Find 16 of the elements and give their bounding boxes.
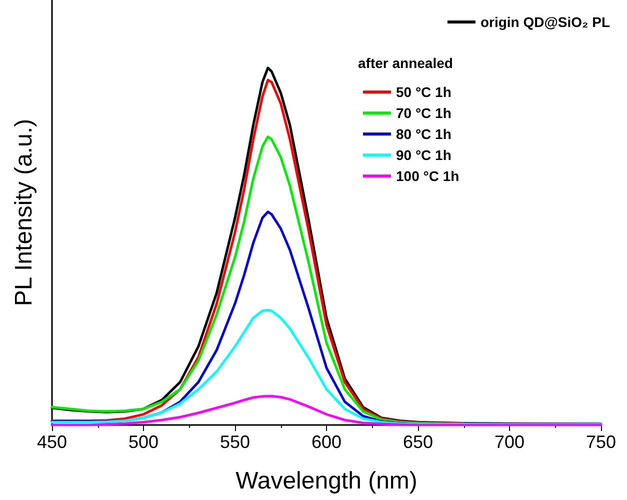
y-axis-title: PL Intensity (a.u.)	[10, 118, 38, 306]
legend-label: 100 °C 1h	[396, 168, 460, 184]
x-tick-label: 600	[311, 432, 342, 452]
legend-label: 70 °C 1h	[396, 105, 452, 121]
x-tick-label: 650	[402, 432, 434, 452]
legend-label: 90 °C 1h	[396, 147, 452, 163]
x-tick-label: 750	[586, 432, 616, 452]
legend-label: 50 °C 1h	[396, 84, 452, 100]
x-tick-label: 550	[220, 432, 250, 452]
legend-label: 80 °C 1h	[396, 126, 452, 142]
x-tick-label: 450	[36, 432, 68, 452]
legend-label: origin QD@SiO₂ PL	[480, 14, 610, 30]
x-tick-label: 500	[128, 432, 159, 452]
legend-title: after annealed	[358, 55, 453, 71]
x-axis-title: Wavelength (nm)	[236, 468, 418, 494]
x-tick-label: 700	[494, 432, 525, 452]
